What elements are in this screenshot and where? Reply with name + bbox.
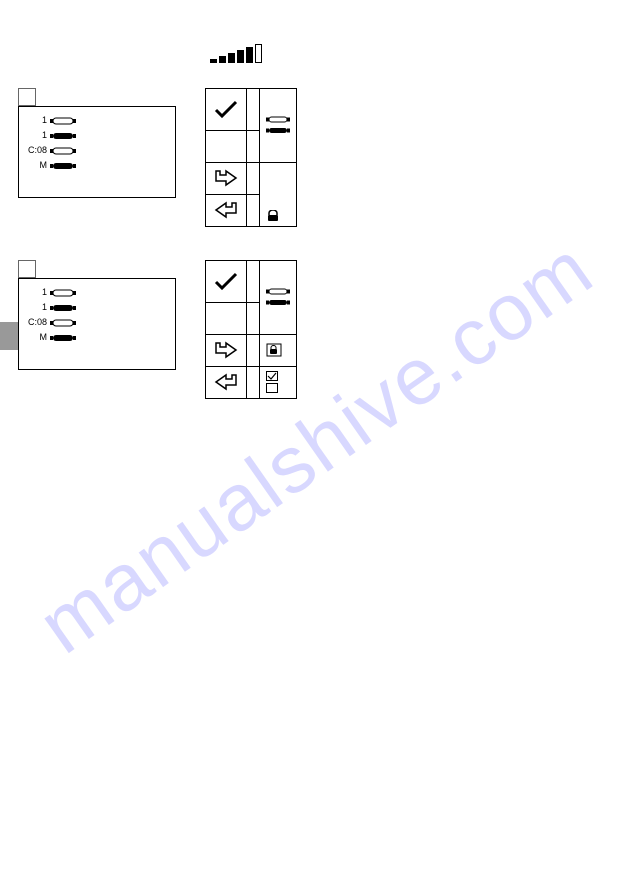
- cell-action: [247, 367, 260, 399]
- cell-action: [247, 89, 260, 131]
- lamp-outline-icon: [50, 288, 76, 298]
- lamp-outline-icon: [50, 318, 76, 328]
- panel-row4-label: M: [27, 158, 47, 173]
- display-panel: 1 1 C:08: [18, 278, 176, 370]
- action-table: [205, 88, 297, 227]
- cell-result: [260, 163, 297, 227]
- step-number-box: [18, 88, 36, 106]
- arrow-left-icon: [212, 371, 240, 395]
- checkbox-checked-icon: [266, 371, 278, 383]
- panel-row3-label: C:08: [27, 315, 47, 330]
- cell-action: [247, 261, 260, 303]
- panel-row3-label: C:08: [27, 143, 47, 158]
- lamp-filled-icon: [50, 161, 76, 171]
- grey-tab: [0, 322, 18, 350]
- arrow-left-icon: [212, 199, 240, 223]
- lock-filled-icon: [266, 343, 282, 359]
- action-table: [205, 260, 297, 399]
- panel-row1-label: 1: [27, 285, 47, 300]
- check-icon: [212, 98, 240, 122]
- cell-action: [247, 335, 260, 367]
- cell-action: [247, 303, 260, 335]
- panel-row1-label: 1: [27, 113, 47, 128]
- lamp-filled-icon: [266, 126, 290, 137]
- lamp-filled-icon: [50, 303, 76, 313]
- lamp-outline-icon: [50, 146, 76, 156]
- panel-row2-label: 1: [27, 300, 47, 315]
- cell-result: [260, 367, 297, 399]
- arrow-right-icon: [212, 167, 240, 191]
- display-panel: 1 1 C:08: [18, 106, 176, 198]
- lamp-filled-icon: [50, 131, 76, 141]
- checkbox-empty-icon: [266, 383, 278, 395]
- lock-icon: [266, 210, 280, 224]
- arrow-right-icon: [212, 339, 240, 363]
- cell-result: [260, 89, 297, 163]
- cell-action: [247, 195, 260, 227]
- lamp-filled-icon: [50, 333, 76, 343]
- lamp-outline-icon: [266, 287, 290, 298]
- lamp-filled-icon: [266, 298, 290, 309]
- cell-action: [247, 131, 260, 163]
- cell-result: [260, 261, 297, 335]
- lamp-outline-icon: [266, 115, 290, 126]
- signal-strength-icon: [210, 44, 262, 63]
- cell-result: [260, 335, 297, 367]
- check-icon: [212, 270, 240, 294]
- panel-row4-label: M: [27, 330, 47, 345]
- lamp-outline-icon: [50, 116, 76, 126]
- step-number-box: [18, 260, 36, 278]
- cell-action: [247, 163, 260, 195]
- panel-row2-label: 1: [27, 128, 47, 143]
